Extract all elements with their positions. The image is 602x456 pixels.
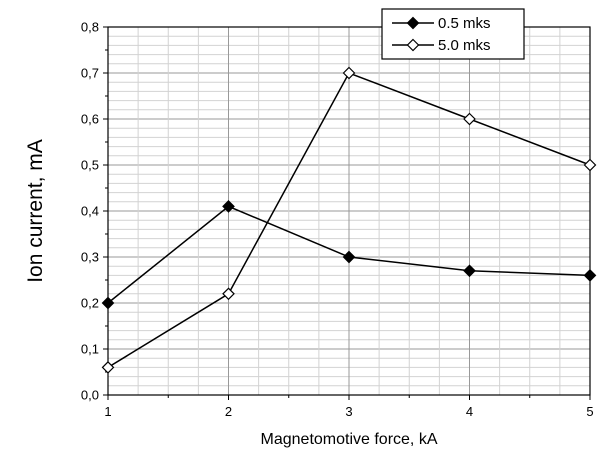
- y-tick-label: 0,6: [81, 112, 99, 127]
- data-point: [222, 200, 235, 213]
- legend-label: 5.0 mks: [438, 37, 491, 54]
- legend: 0.5 mks 5.0 mks: [381, 8, 525, 60]
- x-tick-label: 3: [345, 404, 352, 419]
- grid-lines: [107, 26, 591, 396]
- y-tick-label: 0,5: [81, 158, 99, 173]
- legend-box: [381, 8, 525, 60]
- data-point: [583, 158, 597, 172]
- legend-marker: [406, 16, 420, 30]
- y-tick-label: 0,4: [81, 204, 99, 219]
- y-tick-label: 0,3: [81, 250, 99, 265]
- data-point: [101, 361, 115, 374]
- axes: [103, 26, 591, 400]
- data-point: [342, 66, 356, 80]
- x-tick-label: 2: [225, 404, 232, 419]
- data-point: [222, 287, 235, 301]
- data-point: [342, 250, 356, 264]
- y-tick-label: 0,0: [81, 388, 99, 403]
- x-tick-label: 4: [466, 404, 473, 419]
- data-point: [101, 296, 115, 310]
- x-tick-label: 1: [104, 404, 111, 419]
- y-tick-label: 0,7: [81, 66, 99, 81]
- series-group: [101, 66, 597, 374]
- data-point: [463, 264, 476, 278]
- data-point: [463, 112, 476, 126]
- tick-labels: 0,0 0,1 0,2 0,3 0,4 0,5 0,6 0,7 0,8 1 2 3 4 5: [81, 20, 594, 420]
- legend-label: 0.5 mks: [438, 15, 491, 32]
- data-point: [583, 269, 597, 282]
- x-axis-label: Magnetomotive force, kA: [261, 431, 438, 448]
- x-tick-label: 5: [586, 404, 593, 419]
- legend-marker: [406, 38, 420, 52]
- y-tick-label: 0,2: [81, 296, 99, 311]
- y-axis-label: Ion current, mA: [24, 139, 47, 283]
- y-tick-label: 0,1: [81, 342, 99, 357]
- y-tick-label: 0,8: [81, 20, 99, 35]
